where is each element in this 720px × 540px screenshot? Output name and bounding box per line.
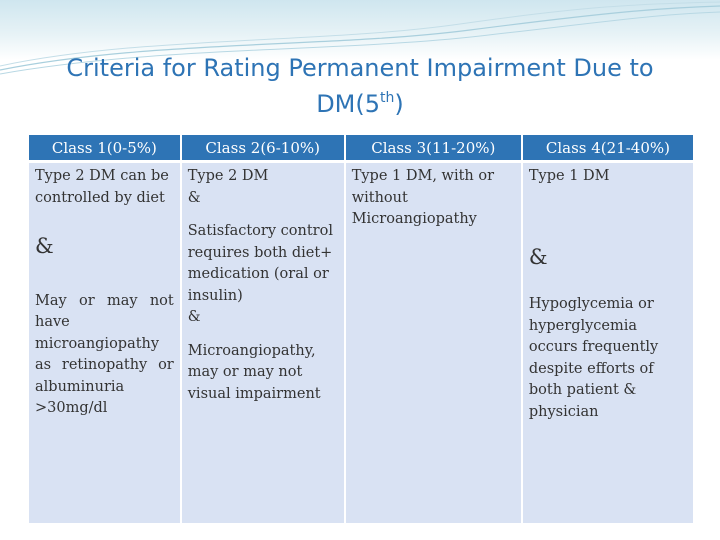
decorative-header-band bbox=[0, 0, 720, 75]
class3-criterion-1: Type 1 DM, with or without Microangiopat… bbox=[351, 168, 495, 227]
class4-criterion-2: Hypoglycemia or hyperglycemia occurs fre… bbox=[528, 296, 659, 420]
header-class-1: Class 1(0-5%) bbox=[29, 135, 180, 160]
slide-title: Criteria for Rating Permanent Impairment… bbox=[66, 54, 654, 118]
cell-class-3: Type 1 DM, with or without Microangiopat… bbox=[345, 163, 521, 523]
header-class-4: Class 4(21-40%) bbox=[522, 135, 693, 160]
class2-ampersand-2: & bbox=[187, 309, 201, 325]
cell-class-4: Type 1 DM & Hypoglycemia or hyperglycemi… bbox=[522, 163, 693, 523]
cell-class-2: Type 2 DM & Satisfactory control require… bbox=[181, 163, 344, 523]
impairment-criteria-table: Class 1(0-5%) Class 2(6-10%) Class 3(11-… bbox=[27, 132, 695, 526]
class2-ampersand-1: & bbox=[187, 189, 201, 206]
table-header-row: Class 1(0-5%) Class 2(6-10%) Class 3(11-… bbox=[29, 135, 693, 160]
class1-criterion-1: Type 2 DM can be controlled by diet bbox=[35, 168, 169, 206]
decorative-swoosh bbox=[0, 1, 720, 75]
header-class-2: Class 2(6-10%) bbox=[181, 135, 344, 160]
class4-ampersand: & bbox=[528, 244, 548, 269]
class1-ampersand: & bbox=[35, 234, 54, 258]
cell-class-1: Type 2 DM can be controlled by diet & Ma… bbox=[29, 163, 180, 523]
class1-criterion-2: May or may not have microangiopathy as r… bbox=[35, 292, 174, 417]
class2-criterion-1: Type 2 DM bbox=[187, 168, 269, 184]
table-row: Type 2 DM can be controlled by diet & Ma… bbox=[29, 163, 693, 523]
class4-criterion-1: Type 1 DM bbox=[528, 168, 610, 184]
class2-criterion-2: Satisfactory control requires both diet+… bbox=[187, 223, 333, 304]
class2-criterion-3: Microangiopathy, may or may not visual i… bbox=[187, 342, 321, 402]
header-class-3: Class 3(11-20%) bbox=[345, 135, 521, 160]
